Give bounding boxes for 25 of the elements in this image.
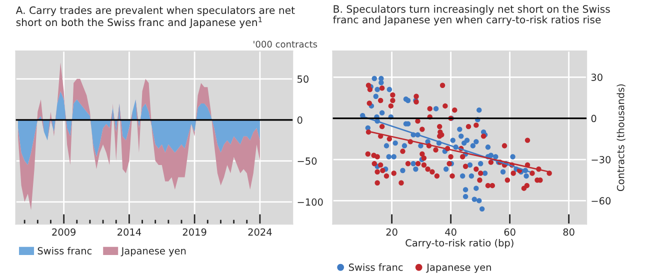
y-tick-label: −30 [592,156,611,164]
y-tick-label: 0 [297,116,302,124]
x-tick-label: 40 [445,228,456,236]
legend-label: Swiss franc [348,263,403,271]
x-tick-label: 2014 [118,228,142,236]
x-tick-label: 80 [563,228,574,236]
y-axis-title: '000 contracts [254,40,318,48]
x-tick-label: 60 [504,228,516,236]
chart-title: B. Speculators turn increasingly net short on the Swiss franc and Japanese yen when carry-to-risk ratios rise [333,4,610,26]
legend-label: Japanese yen [120,247,186,256]
x-axis-title: Carry-to-risk ratio (bp) [406,239,514,248]
y-tick-label: −50 [298,157,317,165]
legend-label: Japanese yen [426,264,491,273]
y-tick-label: 0 [591,114,596,122]
y-tick-label: −60 [592,197,611,205]
x-tick-label: 2024 [248,228,272,236]
y-tick-label: 30 [591,74,602,81]
legend-label: Swiss franc [38,246,92,254]
y-tick-label: 50 [298,75,308,83]
chart-title: A. Carry trades are prevalent when speculators are net short on both the Swiss franc and Japanese yen$^{1}$ [16,6,295,28]
y-axis-title: Contracts (thousands) [616,84,626,192]
x-tick-label: 2019 [182,228,206,236]
y-tick-label: −100 [298,198,323,206]
x-tick-label: 2009 [52,228,76,236]
x-tick-label: 20 [386,228,398,236]
